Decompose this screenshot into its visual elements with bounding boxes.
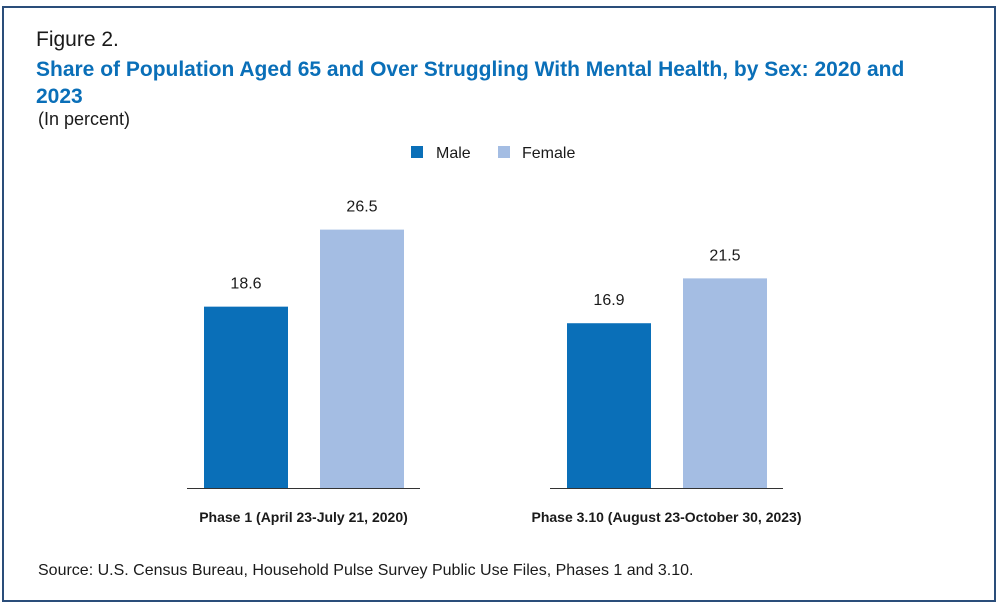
data-label-female-2: 21.5 (709, 247, 740, 264)
chart-title: Share of Population Aged 65 and Over Str… (36, 58, 905, 108)
bar-female-2 (683, 278, 767, 488)
bar-male-2 (567, 323, 651, 488)
data-label-male-1: 18.6 (230, 276, 261, 293)
category-label-2: Phase 3.10 (August 23-October 30, 2023) (532, 509, 802, 525)
legend-swatch-female (498, 146, 510, 158)
figure-frame (2, 6, 996, 602)
bar-male-1 (204, 306, 288, 488)
bar-female-1 (320, 229, 404, 488)
data-label-female-1: 26.5 (346, 199, 377, 216)
legend-swatch-male (411, 146, 423, 158)
source-note: Source: U.S. Census Bureau, Household Pu… (38, 562, 694, 579)
data-label-male-2: 16.9 (593, 292, 624, 309)
chart-subtitle: (In percent) (38, 109, 131, 129)
legend-label-male: Male (436, 145, 471, 162)
legend-label-female: Female (522, 145, 575, 162)
figure-label: Figure 2. (36, 28, 119, 51)
category-label-1: Phase 1 (April 23-July 21, 2020) (199, 509, 408, 525)
